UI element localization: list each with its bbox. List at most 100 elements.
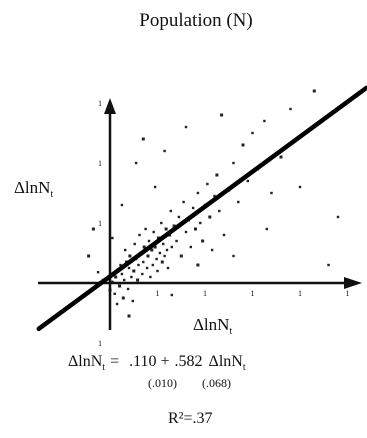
y-tick-label: 1 [98,219,102,228]
data-point [134,161,138,165]
equation-rhs-sub: t [243,362,246,373]
equation-slope: .582 [175,353,203,370]
data-point [177,215,181,219]
x-tick-label: 1 [251,289,255,298]
data-point [150,248,154,252]
slope-std-error: (.068) [202,376,231,390]
data-point [158,251,162,255]
data-point [113,292,116,295]
data-point [222,233,226,237]
data-point [119,263,122,267]
data-point [126,287,130,291]
data-point [232,254,235,258]
data-point [132,269,136,273]
data-point [137,263,140,267]
data-point [215,173,219,177]
data-point [128,254,132,258]
equation-intercept: .110 [129,353,156,370]
data-point [191,206,195,210]
data-point [196,263,200,267]
data-point [163,149,166,153]
data-point [124,248,127,252]
equation-rhs: ΔlnN [209,353,244,370]
data-point [144,227,147,231]
data-point [327,263,330,267]
r-squared: R²=.37 [168,410,213,427]
data-point [156,269,159,273]
data-point [251,131,254,135]
data-point [213,194,216,198]
data-point [289,107,292,111]
data-point [336,215,340,219]
data-point [232,161,235,165]
data-point [298,185,302,189]
data-point [149,275,152,279]
data-point [165,248,169,252]
data-point [114,275,118,279]
data-point [141,272,144,276]
data-point [155,257,158,261]
data-point [184,230,188,234]
data-point [184,125,188,129]
data-point [156,236,160,240]
data-point [170,245,173,249]
regression-line [36,85,367,332]
data-point [123,278,126,282]
data-point [131,299,134,303]
data-point [133,242,136,246]
data-point [206,182,209,186]
data-point [163,254,166,258]
data-point [270,191,273,195]
x-tick-label: 1 [298,289,302,298]
data-point [179,254,183,258]
data-point [153,245,157,249]
x-tick-label: 1 [346,289,350,298]
data-point [96,271,100,274]
data-point [141,137,145,141]
regression-equation: ΔlnNt = .110 + .582 ΔlnNt (.010) (.068) [68,353,246,390]
data-point [241,143,245,147]
data-point [312,89,316,93]
data-point [246,179,249,183]
data-point [121,296,125,300]
x-tick-label: 1 [108,289,112,298]
y-tick-label: 1 [98,159,102,168]
data-point [115,302,119,306]
data-point [87,254,91,258]
y-axis-arrow [104,98,116,114]
y-tick-label: 1 [98,339,102,348]
data-point [136,278,140,282]
data-point [120,203,124,207]
data-point [142,260,145,264]
data-point [169,209,172,213]
data-point [127,314,131,318]
data-point [210,248,214,252]
data-point [147,239,151,243]
intercept-std-error: (.010) [148,376,177,390]
equation-lhs: ΔlnN [68,353,103,370]
data-point [279,155,283,159]
data-point [91,227,95,231]
data-point [201,239,205,243]
data-point [160,260,164,264]
data-point [145,266,149,270]
data-point [162,242,165,246]
data-point [194,227,197,231]
data-point [111,236,114,240]
data-point [130,275,133,279]
data-point [120,272,124,276]
data-point [263,119,266,123]
data-point [218,209,221,213]
data-point [196,191,200,195]
x-axis-label: ΔlnNt [193,315,232,337]
chart-title: Population (N) [139,10,252,31]
equation-plus: + [161,353,170,370]
data-point [166,266,170,270]
x-tick-label: 1 [203,289,207,298]
data-point [199,221,202,225]
data-point [170,293,173,297]
data-point [146,254,150,258]
data-point [265,227,268,231]
data-point [175,239,178,243]
